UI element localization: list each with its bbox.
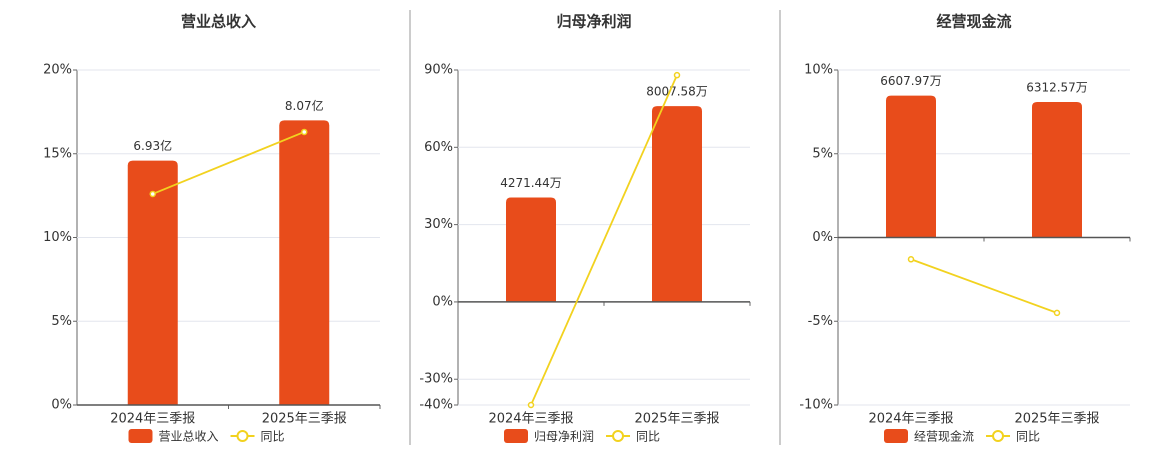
bar — [127, 160, 178, 405]
value-label: 6607.97万 — [880, 74, 942, 88]
y-tick-label: 10% — [804, 63, 833, 78]
line-point — [149, 190, 156, 198]
legend-label: 同比 — [261, 430, 285, 444]
x-tick-label: 2024年三季报 — [488, 412, 573, 427]
line-point — [673, 71, 681, 79]
bar — [279, 120, 330, 405]
y-tick-label: 10% — [43, 230, 72, 245]
line-point — [1053, 309, 1061, 317]
y-tick-label: 0% — [51, 398, 72, 413]
y-tick-label: 30% — [424, 217, 453, 232]
y-tick-label: 0% — [812, 230, 833, 245]
y-tick-label: 90% — [424, 63, 453, 78]
line — [152, 131, 305, 195]
line-point — [301, 128, 308, 136]
x-tick-label: 2025年三季报 — [1014, 412, 1099, 427]
legend-swatch — [128, 429, 153, 443]
line-point — [907, 256, 915, 263]
legend-swatch — [236, 430, 249, 442]
y-tick-label: 5% — [812, 146, 833, 161]
legend-label: 同比 — [1016, 430, 1040, 444]
value-label: 8.07亿 — [285, 98, 324, 113]
value-label: 4271.44万 — [500, 176, 562, 190]
bar — [652, 106, 702, 302]
y-tick-label: -30% — [419, 372, 453, 387]
legend-label: 同比 — [636, 430, 660, 444]
y-tick-label: 15% — [43, 146, 72, 161]
line-point — [527, 401, 535, 409]
chart-title: 营业总收入 — [181, 13, 256, 31]
value-label: 6.93亿 — [133, 138, 172, 153]
y-tick-label: -40% — [419, 398, 453, 413]
x-tick-label: 2025年三季报 — [262, 412, 347, 427]
y-tick-label: -5% — [808, 314, 833, 329]
line — [530, 74, 678, 406]
x-tick-label: 2024年三季报 — [868, 412, 953, 427]
y-tick-label: 0% — [432, 294, 453, 309]
legend-label: 营业总收入 — [159, 430, 219, 444]
line — [910, 258, 1058, 314]
bar — [1032, 101, 1082, 238]
x-tick-label: 2024年三季报 — [110, 412, 195, 427]
y-tick-label: 20% — [43, 63, 72, 78]
legend-swatch — [504, 429, 528, 443]
value-label: 8007.58万 — [646, 85, 708, 99]
legend-label: 经营现金流 — [914, 429, 974, 444]
x-tick-label: 2025年三季报 — [634, 412, 719, 427]
legend-swatch — [612, 430, 625, 442]
y-tick-label: 60% — [424, 140, 453, 155]
y-tick-label: -10% — [799, 398, 833, 413]
y-tick-label: 5% — [51, 314, 72, 329]
legend-swatch — [884, 429, 908, 443]
value-label: 6312.57万 — [1026, 80, 1088, 94]
legend-swatch — [992, 430, 1005, 442]
legend-label: 归母净利润 — [534, 430, 594, 444]
bar — [506, 197, 556, 302]
chart-title: 归母净利润 — [556, 13, 631, 31]
bar — [886, 95, 936, 238]
chart-title: 经营现金流 — [936, 13, 1011, 31]
